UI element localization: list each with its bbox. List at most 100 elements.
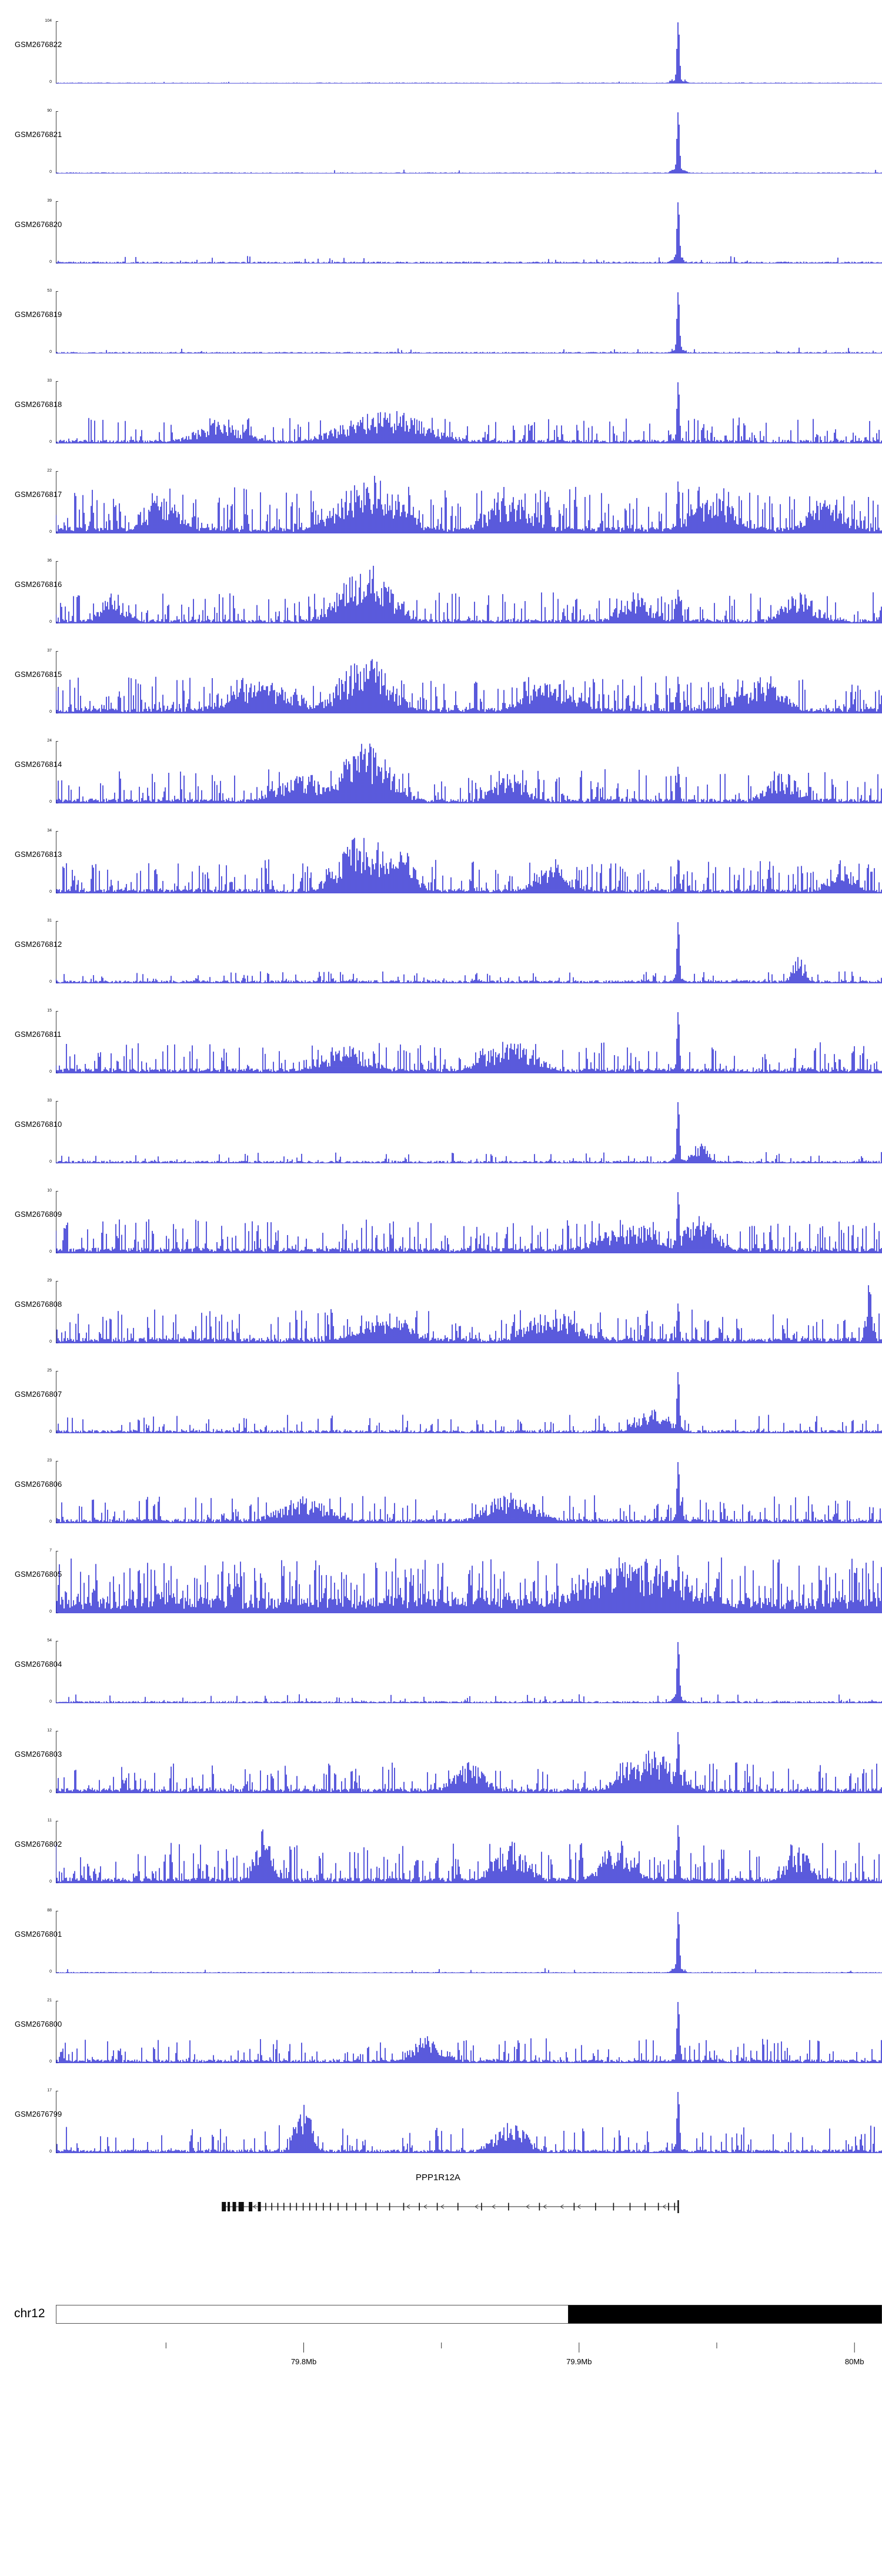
minus-strand-arrow-icon [440, 2204, 445, 2209]
y-axis-max-label: 33 [47, 1099, 52, 1103]
track-label: GSM2676813 [15, 850, 62, 859]
y-axis-zero-label: 0 [49, 170, 52, 174]
y-axis-zero-label: 0 [49, 1520, 52, 1524]
coverage-signal [56, 1641, 882, 1703]
track-row-GSM2676814: GSM2676814 24 0 [0, 734, 882, 824]
coverage-signal [56, 831, 882, 893]
signal-path [56, 1372, 882, 1433]
track-row-GSM2676811: GSM2676811 15 0 [0, 1004, 882, 1094]
exon [296, 2203, 298, 2211]
minus-strand-arrow-icon [492, 2204, 496, 2209]
axis-tick-label: 79.8Mb [291, 2357, 316, 2366]
exon [403, 2203, 405, 2211]
coverage-signal [56, 741, 882, 803]
signal-path [56, 476, 882, 533]
track-label: GSM2676820 [15, 220, 62, 229]
y-axis-max-label: 104 [45, 19, 52, 23]
exon [338, 2203, 339, 2211]
coverage-signal [56, 1191, 882, 1253]
axis-tick-label: 80Mb [845, 2357, 864, 2366]
y-axis-zero-label: 0 [49, 1430, 52, 1434]
coverage-signal [56, 1821, 882, 1883]
coverage-signal [56, 471, 882, 533]
track-row-GSM2676810: GSM2676810 33 0 [0, 1094, 882, 1184]
signal-path [56, 382, 882, 443]
exon [508, 2203, 509, 2211]
track-label: GSM2676817 [15, 490, 62, 499]
signal-path [56, 2002, 882, 2063]
track-row-GSM2676805: GSM2676805 7 0 [0, 1544, 882, 1634]
track-label: GSM2676800 [15, 2020, 62, 2028]
track-row-GSM2676816: GSM2676816 36 0 [0, 554, 882, 644]
coverage-signal [56, 1011, 882, 1073]
gene-name-label: PPP1R12A [416, 2173, 460, 2183]
exon [481, 2203, 482, 2211]
signal-path [56, 922, 882, 983]
y-axis-zero-label: 0 [49, 350, 52, 354]
track-row-GSM2676799: GSM2676799 17 0 [0, 2084, 882, 2174]
y-axis-max-label: 17 [47, 2088, 52, 2093]
exon [271, 2203, 272, 2211]
track-row-GSM2676804: GSM2676804 54 0 [0, 1634, 882, 1724]
chromosome-ideogram [56, 2305, 882, 2324]
exon [228, 2202, 230, 2211]
y-axis-max-label: 36 [47, 559, 52, 563]
exon [644, 2203, 646, 2211]
exon [657, 2203, 659, 2211]
exon [674, 2203, 676, 2211]
coverage-signal [56, 1551, 882, 1613]
track-label: GSM2676801 [15, 1930, 62, 1938]
exon [613, 2203, 614, 2211]
y-axis-zero-label: 0 [49, 1250, 52, 1254]
track-label: GSM2676822 [15, 40, 62, 49]
track-row-GSM2676818: GSM2676818 33 0 [0, 374, 882, 464]
gene-exons [222, 2200, 679, 2213]
minus-strand-arrow-icon [526, 2204, 530, 2209]
coverage-signal [56, 381, 882, 443]
track-label: GSM2676806 [15, 1480, 62, 1489]
y-axis-max-label: 37 [47, 649, 52, 653]
y-axis-zero-label: 0 [49, 1880, 52, 1884]
y-axis-max-label: 7 [49, 1549, 52, 1553]
ideogram-band-black [568, 2305, 882, 2324]
track-row-GSM2676813: GSM2676813 34 0 [0, 824, 882, 914]
y-axis-zero-label: 0 [49, 800, 52, 804]
coverage-signal [56, 561, 882, 623]
y-axis-zero-label: 0 [49, 1340, 52, 1344]
signal-path [56, 1555, 882, 1613]
track-row-GSM2676821: GSM2676821 90 0 [0, 104, 882, 194]
coverage-signal [56, 291, 882, 353]
track-label: GSM2676805 [15, 1570, 62, 1579]
y-axis-zero-label: 0 [49, 710, 52, 714]
track-label: GSM2676803 [15, 1750, 62, 1759]
track-label: GSM2676799 [15, 2110, 62, 2118]
y-axis-zero-label: 0 [49, 1610, 52, 1614]
y-axis-zero-label: 0 [49, 530, 52, 534]
exon [258, 2202, 261, 2211]
track-label: GSM2676807 [15, 1390, 62, 1399]
exon [238, 2202, 244, 2211]
exon [677, 2200, 679, 2213]
y-axis-max-label: 15 [47, 1009, 52, 1013]
exon [389, 2203, 390, 2211]
exon [277, 2203, 279, 2211]
exon [573, 2203, 575, 2211]
y-axis-max-label: 12 [47, 1729, 52, 1733]
track-label: GSM2676810 [15, 1120, 62, 1129]
minus-strand-arrow-icon [560, 2204, 564, 2209]
exon [436, 2203, 438, 2211]
coverage-signal [56, 1461, 882, 1523]
y-axis-zero-label: 0 [49, 890, 52, 894]
exon [222, 2202, 226, 2211]
track-label: GSM2676819 [15, 310, 62, 319]
y-axis-max-label: 88 [47, 1908, 52, 1913]
exon [265, 2203, 266, 2211]
signal-path [56, 566, 882, 623]
exon [302, 2203, 304, 2211]
signal-path [56, 1462, 882, 1523]
y-axis-max-label: 31 [47, 919, 52, 923]
signal-path [56, 1285, 882, 1343]
track-label: GSM2676802 [15, 1840, 62, 1848]
signal-path [56, 1912, 882, 1973]
exon [330, 2203, 331, 2211]
